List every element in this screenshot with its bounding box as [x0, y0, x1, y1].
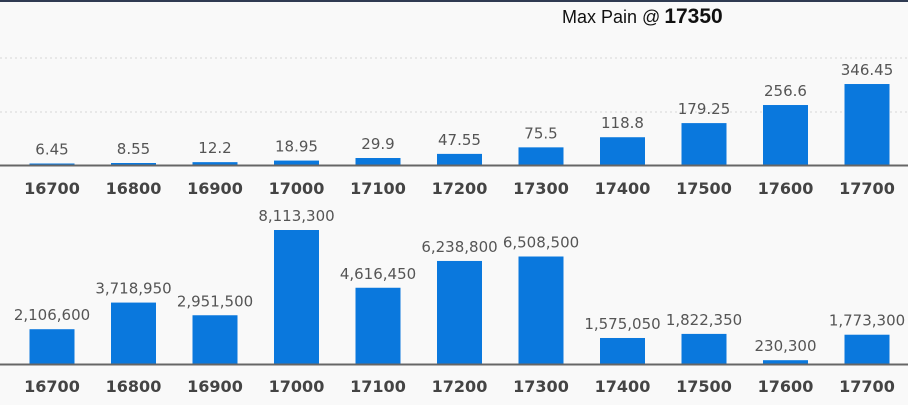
data-label: 3,718,950: [95, 280, 171, 298]
x-tick-label: 17500: [676, 377, 732, 396]
data-label: 118.8: [601, 114, 644, 132]
x-tick-label: 17600: [758, 179, 814, 198]
x-tick-label: 17400: [595, 179, 651, 198]
data-label: 230,300: [754, 337, 816, 355]
data-label: 8,113,300: [258, 207, 334, 225]
data-label: 256.6: [764, 82, 807, 100]
max-pain-title: Max Pain @17350: [562, 5, 723, 29]
data-label: 18.95: [275, 138, 318, 156]
x-tick-label: 17100: [350, 179, 406, 198]
x-tick-label: 17100: [350, 377, 406, 396]
x-tick-label: 16800: [106, 179, 162, 198]
data-label: 1,822,350: [666, 311, 742, 329]
bar[interactable]: [29, 163, 75, 165]
bar[interactable]: [681, 333, 727, 364]
bar[interactable]: [518, 256, 564, 364]
max-pain-value: 17350: [664, 5, 723, 28]
data-label: 6,238,800: [421, 238, 497, 256]
top-chart: 6.45 16700 8.55 16800 12.2 16900 18.95 17000 29.…: [0, 57, 908, 198]
bar[interactable]: [192, 162, 238, 165]
data-label: 75.5: [524, 124, 557, 142]
bar[interactable]: [763, 360, 808, 364]
bar[interactable]: [192, 315, 238, 364]
x-tick-label: 17700: [839, 377, 895, 396]
x-tick-label: 17000: [269, 377, 325, 396]
data-label: 346.45: [841, 61, 894, 79]
data-label: 1,773,300: [829, 312, 905, 330]
x-tick-label: 16900: [187, 377, 243, 396]
x-tick-label: 17300: [513, 377, 569, 396]
data-label: 1,575,050: [584, 315, 660, 333]
x-tick-label: 16800: [106, 377, 162, 396]
x-tick-label: 17400: [595, 377, 651, 396]
bar[interactable]: [600, 337, 645, 364]
data-label: 8.55: [117, 140, 150, 158]
x-tick-label: 16900: [187, 179, 243, 198]
x-tick-label: 17300: [513, 179, 569, 198]
x-tick-label: 17200: [432, 377, 488, 396]
bar[interactable]: [111, 302, 156, 364]
x-tick-label: 16700: [24, 179, 80, 198]
x-tick-label: 17600: [758, 377, 814, 396]
data-label: 47.55: [438, 131, 481, 149]
x-tick-label: 17500: [676, 179, 732, 198]
bar[interactable]: [844, 334, 890, 364]
data-label: 29.9: [361, 135, 394, 153]
bar[interactable]: [29, 329, 75, 364]
x-tick-label: 17700: [839, 179, 895, 198]
bar[interactable]: [274, 160, 319, 165]
bar[interactable]: [355, 287, 401, 364]
bar[interactable]: [437, 260, 482, 364]
data-label: 6,508,500: [503, 234, 579, 252]
bar[interactable]: [274, 230, 319, 364]
data-label: 2,106,600: [14, 306, 90, 324]
bar[interactable]: [437, 153, 482, 165]
data-label: 6.45: [35, 140, 68, 158]
data-label: 179.25: [678, 100, 731, 118]
bar[interactable]: [355, 158, 401, 165]
bar[interactable]: [763, 105, 808, 165]
max-pain-label: Max Pain @: [562, 7, 661, 27]
top-border: [0, 0, 908, 2]
bar[interactable]: [518, 147, 564, 165]
bar[interactable]: [600, 137, 645, 165]
data-label: 4,616,450: [340, 265, 416, 283]
data-label: 2,951,500: [177, 292, 253, 310]
x-tick-label: 16700: [24, 377, 80, 396]
bar[interactable]: [681, 123, 727, 165]
bar[interactable]: [844, 84, 890, 165]
bar[interactable]: [111, 163, 156, 165]
x-tick-label: 17000: [269, 179, 325, 198]
bottom-chart: 2,106,600 16700 3,718,950 16800 2,951,500 169…: [0, 207, 908, 396]
x-tick-label: 17200: [432, 179, 488, 198]
data-label: 12.2: [198, 139, 231, 157]
